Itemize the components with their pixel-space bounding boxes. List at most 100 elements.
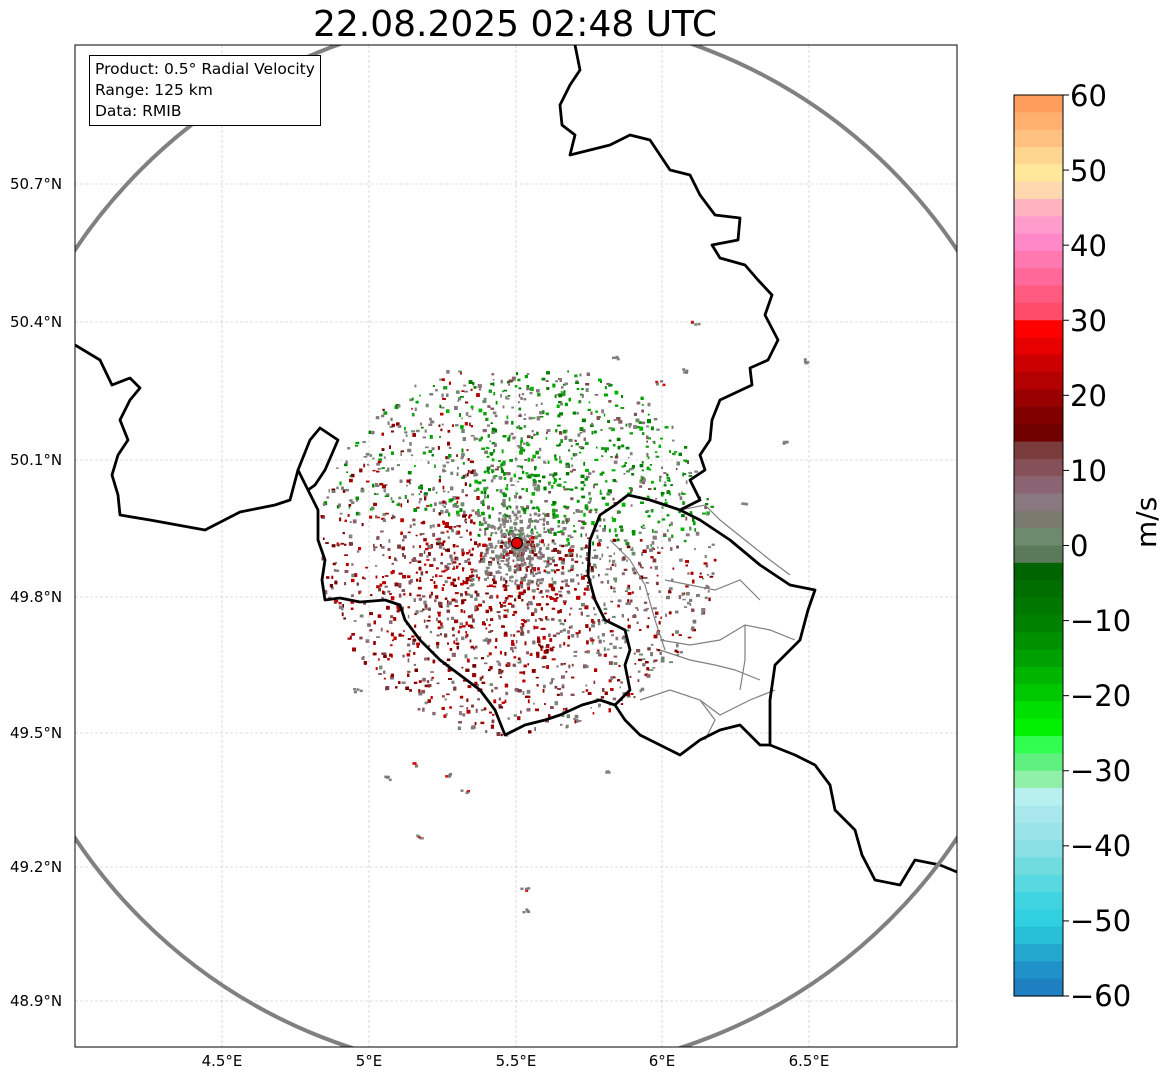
echo-pixel: [520, 710, 522, 714]
echo-pixel: [528, 416, 533, 420]
echo-pixel: [689, 526, 692, 531]
echo-pixel: [639, 464, 644, 468]
echo-pixel: [542, 410, 545, 414]
echo-pixel: [683, 473, 687, 475]
echo-pixel: [390, 675, 394, 680]
echo-pixel: [481, 559, 485, 563]
echo-pixel: [567, 555, 570, 557]
echo-pixel: [396, 559, 398, 562]
echo-pixel: [713, 558, 717, 562]
echo-pixel: [691, 628, 694, 631]
echo-pixel: [446, 693, 450, 696]
echo-pixel: [563, 641, 566, 646]
echo-pixel: [482, 499, 485, 504]
echo-pixel: [505, 558, 510, 562]
echo-pixel: [437, 446, 440, 450]
echo-pixel: [452, 496, 456, 500]
echo-pixel: [538, 591, 543, 594]
echo-pixel: [507, 381, 510, 384]
echo-pixel: [573, 512, 575, 514]
echo-pixel: [477, 543, 479, 548]
echo-pixel: [569, 547, 571, 550]
echo-pixel: [676, 653, 680, 656]
echo-pixel: [484, 528, 488, 530]
echo-pixel: [519, 532, 523, 536]
echo-pixel: [487, 424, 490, 427]
echo-pixel: [499, 567, 502, 569]
echo-pixel: [359, 636, 363, 640]
echo-pixel: [511, 642, 515, 646]
echo-pixel: [539, 552, 543, 556]
echo-pixel: [503, 632, 508, 637]
echo-pixel: [562, 486, 565, 489]
echo-pixel: [576, 574, 579, 577]
echo-pixel: [445, 456, 448, 459]
echo-pixel: [520, 577, 525, 581]
echo-pixel: [474, 541, 478, 546]
echo-pixel: [573, 717, 576, 720]
echo-pixel: [583, 546, 586, 550]
echo-pixel: [399, 479, 403, 483]
echo-pixel: [413, 559, 417, 562]
echo-pixel: [373, 543, 375, 548]
echo-pixel: [440, 602, 443, 606]
echo-pixel: [489, 683, 493, 686]
echo-pixel: [608, 427, 613, 430]
echo-pixel: [666, 529, 669, 533]
echo-pixel: [560, 586, 564, 590]
echo-pixel: [431, 454, 434, 457]
echo-pixel: [426, 559, 430, 561]
echo-pixel: [560, 692, 563, 697]
echo-pixel: [442, 504, 445, 507]
echo-pixel: [641, 469, 644, 472]
echo-pixel: [529, 560, 532, 565]
echo-pixel: [377, 516, 380, 519]
echo-pixel: [481, 523, 484, 526]
echo-pixel: [447, 668, 451, 672]
echo-pixel: [517, 510, 521, 514]
echo-pixel: [473, 569, 478, 573]
echo-pixel: [373, 620, 376, 625]
echo-pixel: [519, 450, 523, 455]
echo-pixel: [681, 514, 685, 518]
echo-pixel: [633, 425, 637, 429]
echo-pixel: [606, 546, 609, 549]
echo-pixel: [469, 579, 473, 582]
echo-pixel: [453, 565, 455, 568]
echo-pixel: [604, 612, 607, 615]
echo-pixel: [545, 380, 549, 382]
echo-pixel: [549, 647, 554, 652]
echo-pixel: [657, 649, 660, 652]
echo-pixel: [418, 691, 423, 696]
echo-pixel: [612, 615, 616, 619]
echo-pixel: [383, 411, 388, 415]
echo-pixel: [342, 489, 346, 493]
echo-pixel: [345, 563, 349, 567]
echo-pixel: [613, 460, 618, 464]
echo-pixel: [660, 658, 665, 663]
echo-pixel: [464, 581, 469, 585]
echo-pixel: [543, 530, 548, 533]
echo-pixel: [466, 449, 469, 451]
echo-pixel: [508, 434, 511, 439]
echo-pixel: [517, 533, 520, 536]
echo-pixel: [420, 571, 424, 576]
echo-pixel: [508, 565, 512, 569]
echo-pixel: [371, 506, 375, 510]
echo-pixel: [504, 513, 507, 516]
echo-pixel: [502, 522, 506, 526]
echo-pixel: [461, 448, 464, 453]
echo-pixel: [344, 463, 348, 467]
echo-pixel: [678, 634, 682, 636]
echo-pixel: [387, 467, 390, 470]
echo-pixel: [581, 520, 585, 524]
echo-pixel: [485, 571, 490, 576]
echo-pixel: [608, 661, 613, 665]
echo-pixel: [553, 532, 557, 536]
echo-pixel: [558, 478, 561, 480]
echo-pixel: [597, 619, 600, 623]
echo-pixel: [482, 479, 487, 482]
echo-pixel: [562, 527, 567, 531]
echo-pixel: [477, 698, 480, 701]
